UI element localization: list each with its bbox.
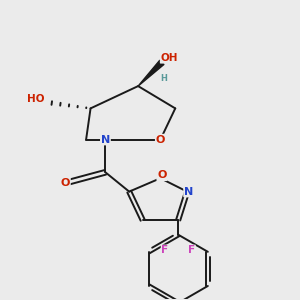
Text: HO: HO [27,94,44,104]
Text: O: O [61,178,70,188]
Polygon shape [138,60,164,86]
Text: N: N [101,135,110,145]
Text: O: O [157,170,167,180]
Text: F: F [188,245,195,255]
Text: F: F [161,245,169,255]
Text: N: N [184,187,193,196]
Text: OH: OH [160,53,178,63]
Text: H: H [160,74,167,83]
Text: O: O [156,135,165,145]
